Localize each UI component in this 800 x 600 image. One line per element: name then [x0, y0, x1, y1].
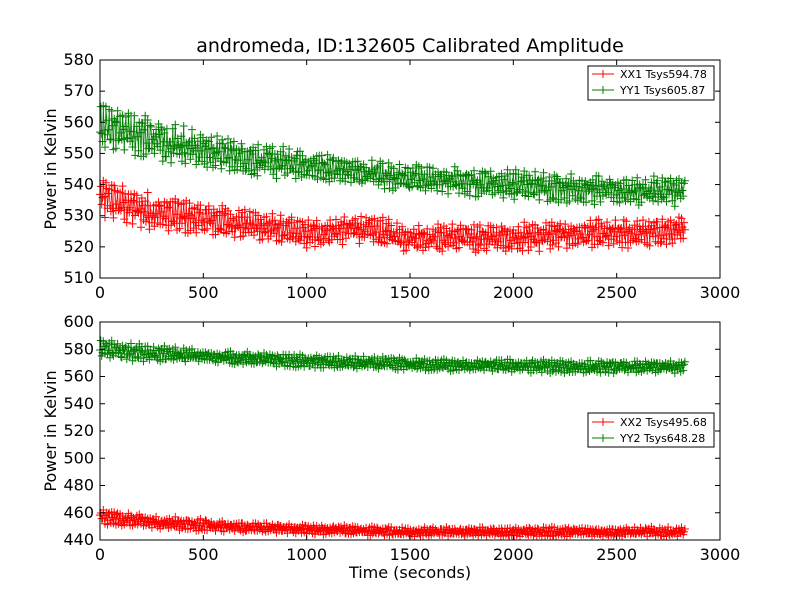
- top-x-tick-label: 2500: [596, 283, 637, 302]
- legend-marker-yy1: [599, 86, 607, 94]
- top-legend-entry-xx1: XX1 Tsys594.78: [592, 68, 707, 81]
- bottom-legend: XX2 Tsys495.68 YY2 Tsys648.28: [587, 412, 715, 448]
- top-legend-entry-yy1: YY1 Tsys605.87: [592, 84, 705, 97]
- top-y-tick-label: 530: [63, 206, 94, 225]
- top-x-tick-label: 1500: [390, 283, 431, 302]
- top-y-tick-label: 510: [63, 268, 94, 287]
- top-y-axis-label: Power in Kelvin: [41, 108, 60, 229]
- bottom-y-tick-label: 600: [63, 312, 94, 331]
- bottom-y-axis-label: Power in Kelvin: [41, 370, 60, 491]
- top-x-tick-label: 500: [188, 283, 219, 302]
- top-y-tick-label: 570: [63, 81, 94, 100]
- top-x-tick-label: 1000: [286, 283, 327, 302]
- top-plot-data: [96, 101, 689, 257]
- bottom-y-tick-label: 500: [63, 448, 94, 467]
- bottom-x-tick-label: 1500: [390, 545, 431, 564]
- top-chart-title: andromeda, ID:132605 Calibrated Amplitud…: [196, 35, 624, 57]
- bottom-x-tick-label: 2000: [493, 545, 534, 564]
- bottom-legend-entry-xx2: XX2 Tsys495.68: [592, 416, 707, 429]
- top-y-tick-label: 540: [63, 175, 94, 194]
- top-x-tick-label: 2000: [493, 283, 534, 302]
- bottom-x-tick-label: 500: [188, 545, 219, 564]
- legend-label-yy2: YY2 Tsys648.28: [619, 432, 705, 445]
- top-series-1: [96, 176, 689, 257]
- top-x-tick-label: 0: [95, 283, 105, 302]
- top-legend: XX1 Tsys594.78 YY1 Tsys605.87: [587, 65, 715, 101]
- bottom-y-tick-label: 460: [63, 503, 94, 522]
- bottom-y-tick-label: 560: [63, 367, 94, 386]
- bottom-y-tick-label: 580: [63, 339, 94, 358]
- top-y-tick-label: 550: [63, 143, 94, 162]
- top-series-2: [96, 101, 689, 211]
- legend-marker-xx2: [599, 418, 607, 426]
- top-legend-box: [587, 65, 715, 101]
- bottom-y-tick-label: 540: [63, 394, 94, 413]
- bottom-x-tick-label: 3000: [700, 545, 741, 564]
- bottom-x-axis-label: Time (seconds): [348, 563, 471, 582]
- bottom-legend-box: [587, 412, 715, 448]
- legend-label-yy1: YY1 Tsys605.87: [619, 84, 705, 97]
- bottom-legend-entry-yy2: YY2 Tsys648.28: [592, 432, 705, 445]
- bottom-y-tick-label: 440: [63, 530, 94, 549]
- bottom-y-tick-label: 480: [63, 476, 94, 495]
- legend-label-xx1: XX1 Tsys594.78: [620, 68, 707, 81]
- bottom-y-tick-label: 520: [63, 421, 94, 440]
- bottom-axis-ticks: 0 500 1000 1500 2000 2500 3000 440 460 480 500 520 5…: [63, 312, 740, 564]
- bottom-subplot: Power in Kelvin Time (seconds) 0 500 1000 1…: [41, 312, 740, 582]
- top-subplot: andromeda, ID:132605 Calibrated Amplitud…: [41, 35, 740, 302]
- legend-marker-yy2: [599, 434, 607, 442]
- bottom-x-tick-label: 1000: [286, 545, 327, 564]
- top-y-tick-label: 580: [63, 50, 94, 69]
- top-y-tick-label: 520: [63, 237, 94, 256]
- legend-marker-xx1: [599, 70, 607, 78]
- top-x-tick-label: 3000: [700, 283, 741, 302]
- bottom-x-tick-label: 2500: [596, 545, 637, 564]
- bottom-x-tick-label: 0: [95, 545, 105, 564]
- legend-label-xx2: XX2 Tsys495.68: [620, 416, 707, 429]
- top-y-tick-label: 560: [63, 112, 94, 131]
- top-axis-ticks: 0 500 1000 1500 2000 2500 3000 510 520 530 540 550 5…: [63, 50, 740, 302]
